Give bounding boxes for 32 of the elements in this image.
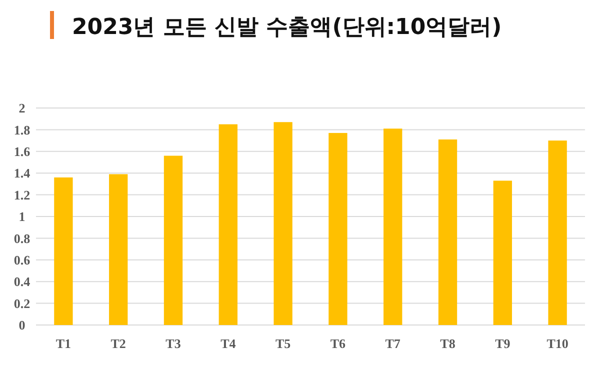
x-tick-label: T2 <box>110 336 126 351</box>
y-tick-label: 0.2 <box>14 296 30 311</box>
x-tick-label: T7 <box>385 336 401 351</box>
y-tick-label: 0 <box>18 318 26 333</box>
bar <box>54 177 73 325</box>
y-tick-label: 1.8 <box>14 122 31 138</box>
y-tick-label: 1 <box>18 209 26 224</box>
y-tick-label: 1.6 <box>14 144 31 159</box>
bar <box>384 128 402 325</box>
x-tick-label: T9 <box>495 336 511 351</box>
bar <box>218 124 238 325</box>
x-tick-label: T6 <box>330 336 346 351</box>
bar <box>274 122 292 325</box>
bar <box>328 132 348 325</box>
bar <box>109 174 128 325</box>
y-tick-label: 1.2 <box>14 187 30 202</box>
x-tick-label: T4 <box>220 336 236 351</box>
chart-title: 2023년 모든 신발 수출액(단위:10억달러) <box>72 15 502 40</box>
y-tick-label: 0.4 <box>14 274 31 290</box>
bar <box>164 156 183 325</box>
y-tick-label: 1.4 <box>14 166 31 181</box>
y-tick-label: 0.6 <box>14 252 31 268</box>
bar <box>438 139 458 325</box>
bar <box>548 140 567 325</box>
x-tick-label: T3 <box>166 336 182 351</box>
y-tick-label: 0.8 <box>14 230 31 246</box>
bar <box>493 180 512 325</box>
x-tick-label: T5 <box>275 336 292 351</box>
x-tick-label: T10 <box>546 336 568 351</box>
x-tick-label: T1 <box>56 336 72 351</box>
y-tick-label: 2 <box>18 100 26 116</box>
x-tick-label: T8 <box>440 336 456 351</box>
